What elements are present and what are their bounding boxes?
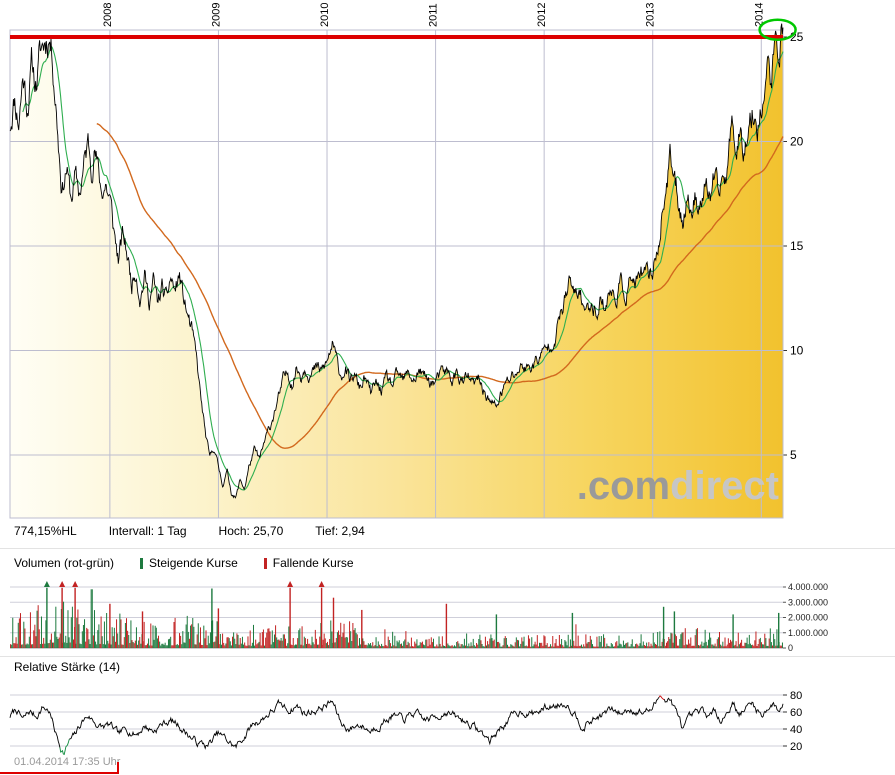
timestamp: 01.04.2014 17:35 Uhr	[14, 756, 121, 768]
rsi-title: Relative Stärke (14)	[14, 660, 121, 674]
svg-text:2012: 2012	[536, 3, 548, 27]
volume-chart-svg[interactable]: 4.000.000 3.000.000 2.000.000 1.000.000 0	[0, 578, 895, 654]
section-divider	[0, 548, 895, 549]
rsi-chart-svg[interactable]: 80 60 40 20	[0, 681, 895, 759]
rising-bar-icon	[140, 557, 144, 569]
svg-text:5: 5	[790, 448, 797, 462]
falling-bar-icon	[263, 557, 267, 569]
legend-falling: Fallende Kurse	[263, 556, 354, 570]
price-info-bar: 774,15%HL Intervall: 1 Tag Hoch: 25,70 Tief…	[14, 524, 397, 538]
legend-falling-label: Fallende Kurse	[272, 556, 354, 570]
svg-text:2013: 2013	[645, 3, 657, 27]
svg-text:20: 20	[790, 741, 802, 753]
svg-text:2010: 2010	[319, 3, 331, 27]
svg-text:3.000.000: 3.000.000	[788, 597, 828, 607]
svg-text:.comdirect: .comdirect	[577, 464, 779, 508]
svg-text:1.000.000: 1.000.000	[788, 628, 828, 638]
partial-red-line-vertical	[117, 762, 119, 774]
svg-text:2009: 2009	[210, 3, 222, 27]
svg-text:15: 15	[790, 239, 804, 253]
volume-title: Volumen (rot-grün)	[14, 556, 115, 570]
partial-red-line-horizontal	[0, 772, 119, 774]
interval-label: Intervall: 1 Tag	[108, 524, 187, 538]
high-label: Hoch: 25,70	[218, 524, 284, 538]
svg-text:40: 40	[790, 724, 802, 736]
svg-text:2014: 2014	[753, 3, 765, 27]
svg-text:60: 60	[790, 707, 802, 719]
range-percent-label: 774,15%HL	[14, 524, 77, 538]
price-chart-svg[interactable]: 2008 2009 2010 2011 2012 2013 2014510152025.co…	[0, 0, 895, 522]
svg-text:10: 10	[790, 344, 804, 358]
svg-text:80: 80	[790, 690, 802, 702]
svg-text:2008: 2008	[102, 3, 114, 27]
svg-text:4.000.000: 4.000.000	[788, 582, 828, 592]
svg-text:20: 20	[790, 135, 804, 149]
section-divider	[0, 656, 895, 657]
legend-rising: Steigende Kurse	[140, 556, 238, 570]
svg-text:2.000.000: 2.000.000	[788, 613, 828, 623]
legend-rising-label: Steigende Kurse	[149, 556, 238, 570]
low-label: Tief: 2,94	[315, 524, 365, 538]
volume-panel-header: Volumen (rot-grün) Steigende Kurse Falle…	[14, 556, 354, 570]
rsi-panel-header: Relative Stärke (14)	[14, 660, 120, 674]
svg-text:0: 0	[788, 643, 793, 653]
svg-text:2011: 2011	[428, 3, 440, 27]
